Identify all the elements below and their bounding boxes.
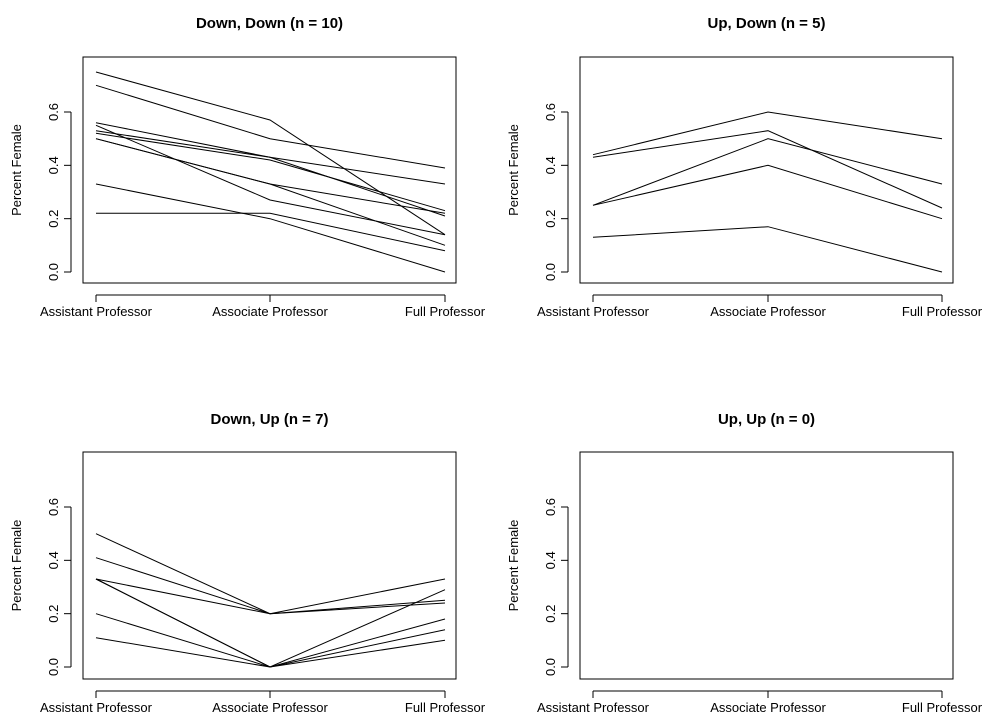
y-tick-label: 0.6 bbox=[46, 103, 61, 121]
y-tick-label: 0.6 bbox=[46, 498, 61, 516]
y-tick-label: 0.4 bbox=[46, 551, 61, 569]
x-tick-label: Assistant Professor bbox=[40, 700, 153, 715]
series-line bbox=[592, 130, 943, 209]
series-line bbox=[95, 533, 446, 615]
x-tick-label: Full Professor bbox=[405, 304, 486, 319]
y-tick-label: 0.6 bbox=[543, 103, 558, 121]
series-line bbox=[95, 130, 446, 217]
chart-title: Down, Down (n = 10) bbox=[196, 15, 343, 32]
y-tick-label: 0.0 bbox=[543, 263, 558, 281]
plot-frame bbox=[82, 56, 457, 284]
y-tick-label: 0.2 bbox=[543, 605, 558, 623]
y-tick-label: 0.6 bbox=[543, 498, 558, 516]
series-line bbox=[95, 183, 446, 273]
plot-frame bbox=[579, 451, 954, 680]
x-tick-label: Associate Professor bbox=[710, 700, 826, 715]
series-line bbox=[592, 164, 943, 220]
x-tick-label: Full Professor bbox=[405, 700, 486, 715]
chart-title: Up, Up (n = 0) bbox=[718, 411, 815, 428]
y-tick-label: 0.0 bbox=[46, 658, 61, 676]
series-line bbox=[95, 132, 446, 212]
chart-title: Up, Down (n = 5) bbox=[708, 15, 826, 32]
series-line bbox=[95, 578, 446, 668]
x-tick-label: Associate Professor bbox=[212, 304, 328, 319]
y-tick-label: 0.4 bbox=[543, 156, 558, 174]
series-line bbox=[592, 138, 943, 206]
y-tick-label: 0.0 bbox=[46, 263, 61, 281]
series-line bbox=[95, 578, 446, 668]
y-tick-label: 0.2 bbox=[543, 210, 558, 228]
y-axis-label: Percent Female bbox=[9, 124, 24, 216]
series-line bbox=[95, 138, 446, 246]
y-tick-label: 0.4 bbox=[543, 551, 558, 569]
x-tick-label: Associate Professor bbox=[710, 304, 826, 319]
x-tick-label: Associate Professor bbox=[212, 700, 328, 715]
y-axis-label: Percent Female bbox=[9, 520, 24, 612]
series-line bbox=[96, 212, 446, 252]
series-line bbox=[95, 71, 446, 236]
x-tick-label: Assistant Professor bbox=[537, 700, 650, 715]
x-tick-label: Assistant Professor bbox=[40, 304, 153, 319]
series-line bbox=[95, 124, 446, 236]
y-tick-label: 0.0 bbox=[543, 658, 558, 676]
series-line bbox=[95, 84, 446, 169]
series-line bbox=[95, 122, 446, 185]
y-tick-label: 0.2 bbox=[46, 605, 61, 623]
plot-frame bbox=[579, 56, 954, 284]
y-axis-label: Percent Female bbox=[506, 124, 521, 216]
series-line bbox=[592, 226, 943, 273]
series-line bbox=[592, 111, 943, 156]
y-tick-label: 0.4 bbox=[46, 156, 61, 174]
y-tick-label: 0.2 bbox=[46, 210, 61, 228]
chart-title: Down, Up (n = 7) bbox=[211, 411, 329, 428]
series-line bbox=[95, 578, 446, 615]
x-tick-label: Assistant Professor bbox=[537, 304, 650, 319]
plot-frame bbox=[82, 451, 457, 680]
x-tick-label: Full Professor bbox=[902, 700, 983, 715]
x-tick-label: Full Professor bbox=[902, 304, 983, 319]
y-axis-label: Percent Female bbox=[506, 520, 521, 612]
